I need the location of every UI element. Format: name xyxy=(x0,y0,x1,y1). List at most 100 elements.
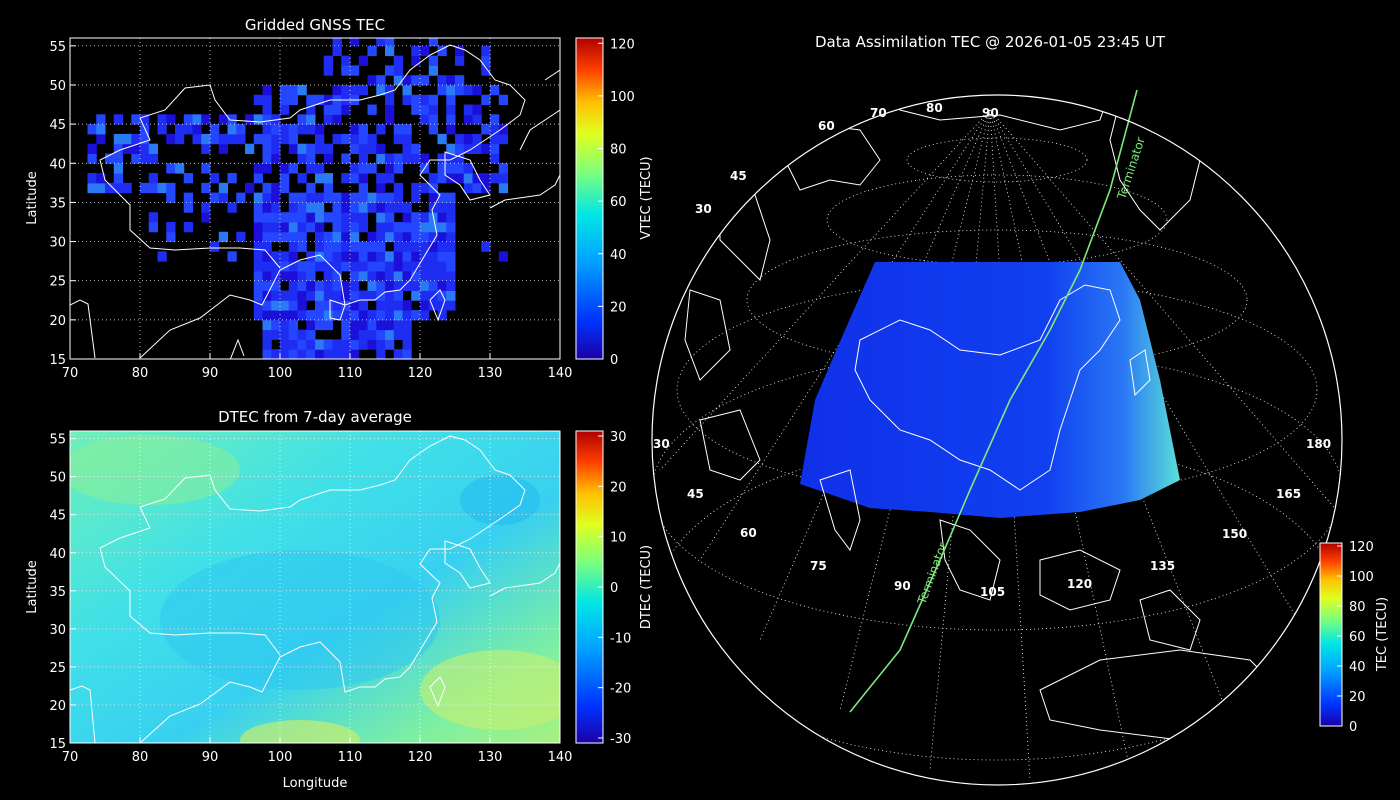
tec-cell xyxy=(315,251,325,262)
tec-cell xyxy=(218,133,228,145)
tec-cell xyxy=(428,94,438,106)
tec-cell xyxy=(341,212,351,223)
tec-cell xyxy=(498,94,508,106)
tec-cell xyxy=(437,84,447,96)
tec-cell xyxy=(350,241,360,252)
tec-cell xyxy=(201,143,211,154)
tec-cell xyxy=(350,319,360,331)
tec-cell xyxy=(148,212,158,223)
tec-cell xyxy=(297,329,307,340)
tec-cell xyxy=(262,221,272,233)
tec-cell xyxy=(297,280,307,291)
tec-cell xyxy=(280,104,290,115)
tec-cell xyxy=(210,124,220,135)
tec-cell xyxy=(306,202,316,213)
tec-cell xyxy=(402,329,412,340)
tec-cell xyxy=(446,221,456,233)
tec-cell xyxy=(367,104,377,115)
tec-cell xyxy=(332,192,342,203)
terminator-label-north: Terminator xyxy=(1114,135,1148,202)
tec-cell xyxy=(358,300,368,311)
tec-cell xyxy=(341,55,351,66)
tec-cell xyxy=(385,339,395,350)
tec-cell xyxy=(315,221,325,233)
tec-cell xyxy=(323,241,333,252)
tec-cell xyxy=(262,280,272,291)
tec-cell xyxy=(385,153,395,164)
tec-cell xyxy=(332,231,342,243)
tec-cell xyxy=(96,133,106,145)
tec-cell xyxy=(428,300,438,311)
panel-b-ylabel: Latitude xyxy=(25,560,40,614)
tec-cell xyxy=(402,300,412,311)
tec-cell xyxy=(350,270,360,282)
tec-cell xyxy=(323,310,333,321)
tec-cell xyxy=(280,251,290,262)
tec-cell xyxy=(420,75,430,86)
tec-cell xyxy=(350,212,360,223)
lon-label: 75 xyxy=(810,559,827,573)
tec-cell xyxy=(140,114,150,125)
tec-cell xyxy=(446,270,456,282)
tec-cell xyxy=(376,280,386,291)
tec-cell xyxy=(280,231,290,243)
tec-cell xyxy=(420,104,430,115)
tec-cell xyxy=(332,270,342,282)
tec-cell xyxy=(402,153,412,164)
tec-cell xyxy=(350,38,360,47)
tec-cell xyxy=(428,221,438,233)
tec-cell xyxy=(367,310,377,321)
tec-cell xyxy=(323,182,333,194)
tec-cell xyxy=(498,251,508,262)
tec-cell xyxy=(262,133,272,145)
tec-cell xyxy=(297,202,307,213)
panel-a-coastlines xyxy=(70,44,560,359)
tec-cell xyxy=(297,300,307,311)
tec-cell xyxy=(385,45,395,57)
tec-cell xyxy=(166,231,176,243)
tec-cell xyxy=(332,290,342,301)
tec-cell xyxy=(271,231,281,243)
tec-cell xyxy=(271,133,281,145)
tec-cell xyxy=(280,173,290,184)
colorbar-tick-label: 20 xyxy=(1349,690,1366,705)
x-tick-label: 140 xyxy=(548,366,573,381)
tec-cell xyxy=(463,104,473,115)
tec-cell xyxy=(437,75,447,86)
tec-cell xyxy=(306,143,316,154)
tec-cell xyxy=(341,349,351,359)
colorbar-tick-label: 20 xyxy=(610,480,627,495)
tec-cell xyxy=(498,124,508,135)
tec-cell xyxy=(280,349,290,359)
tec-cell xyxy=(323,280,333,291)
tec-cell xyxy=(306,182,316,194)
tec-cell xyxy=(297,153,307,164)
tec-cell xyxy=(385,300,395,311)
tec-cell xyxy=(271,310,281,321)
x-tick-label: 80 xyxy=(132,750,149,765)
tec-cell xyxy=(385,38,395,47)
panel-b-title: DTEC from 7-day average xyxy=(218,408,412,426)
y-tick-label: 25 xyxy=(49,275,66,290)
panel-a-colorbar-label: VTEC (TECU) xyxy=(639,156,654,239)
colorbar-tick-label: 30 xyxy=(610,430,627,445)
tec-cell xyxy=(323,319,333,331)
tec-cell xyxy=(350,65,360,76)
tec-cell xyxy=(367,280,377,291)
tec-cell xyxy=(253,310,263,321)
tec-cell xyxy=(315,212,325,223)
tec-cell xyxy=(358,270,368,282)
tec-cell xyxy=(297,143,307,154)
tec-cell xyxy=(280,212,290,223)
tec-cell xyxy=(262,261,272,272)
lon-label: 105 xyxy=(980,585,1005,599)
tec-cell xyxy=(297,173,307,184)
tec-cell xyxy=(332,133,342,145)
tec-cell xyxy=(148,182,158,194)
panel-b-frame xyxy=(69,430,561,744)
tec-cell xyxy=(183,202,193,213)
lon-label: 150 xyxy=(1222,527,1247,541)
tec-cell xyxy=(315,300,325,311)
tec-cell xyxy=(332,84,342,96)
y-tick-label: 45 xyxy=(49,118,66,133)
